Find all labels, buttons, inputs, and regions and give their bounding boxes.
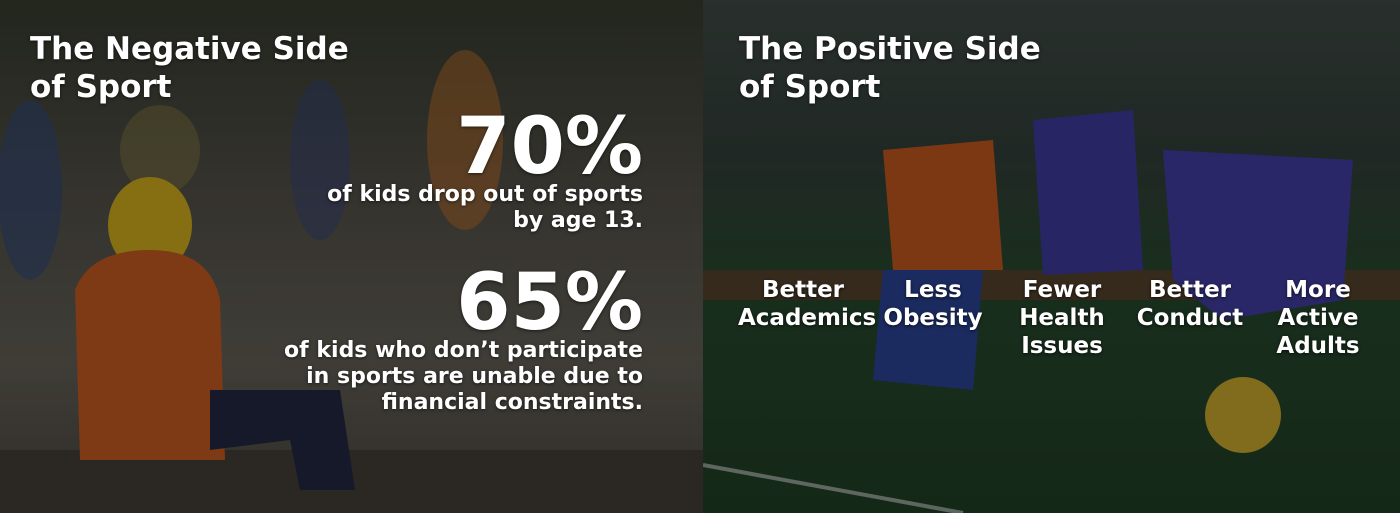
plus-bar (901, 200, 965, 216)
stat-line: of kids who don’t participate (284, 338, 643, 363)
overlay (0, 0, 703, 513)
title-line: The Negative Side (30, 31, 349, 67)
benefit-line: Active (1277, 305, 1359, 331)
plus-bar (1158, 200, 1222, 216)
jacket (75, 250, 225, 460)
blue-jersey (1163, 150, 1353, 320)
background-figure (290, 80, 350, 240)
benefit-line: Issues (1021, 333, 1103, 359)
title-line: of Sport (739, 69, 881, 105)
benefit: Less Obesity (868, 200, 998, 332)
benefit-line: Fewer (1022, 277, 1102, 303)
plus-icon (771, 200, 835, 264)
benefit-line: Better (761, 277, 845, 303)
stat-text: of kids who don’t participate in sports a… (284, 338, 643, 416)
negative-photo (0, 0, 703, 513)
title-line: of Sport (30, 69, 172, 105)
stat-line: by age 13. (513, 208, 643, 233)
stat-text: of kids drop out of sports by age 13. (327, 182, 643, 234)
stat: 65% of kids who don’t participate in sport… (284, 258, 643, 416)
plus-bar (1030, 200, 1094, 216)
jeans (210, 390, 355, 490)
positive-panel: The Positive Side of Sport Better Academic… (703, 0, 1400, 513)
plus-icon (1158, 200, 1222, 264)
benefit: Fewer Health Issues (997, 200, 1127, 360)
benefit: More Active Adults (1253, 200, 1383, 360)
stat-figure: 70% (456, 102, 643, 192)
benefit-line: Less (904, 277, 962, 303)
stat: 70% of kids drop out of sports by age 13. (327, 102, 643, 234)
hood (108, 177, 192, 273)
title-line: The Positive Side (739, 31, 1041, 67)
benefit-label: Fewer Health Issues (997, 276, 1127, 360)
negative-panel: The Negative Side of Sport 70% of kids dro… (0, 0, 703, 513)
positive-title: The Positive Side of Sport (739, 30, 1041, 106)
benefit-label: More Active Adults (1253, 276, 1383, 360)
plus-bar (1030, 216, 1046, 280)
ball (1205, 377, 1281, 453)
benefit-label: Better Academics (738, 276, 877, 332)
plus-bar (771, 216, 787, 280)
stat-figure: 65% (456, 258, 643, 348)
field-line (703, 463, 964, 513)
overlay (703, 0, 1400, 513)
background-figure (0, 100, 62, 280)
orange-jersey (883, 140, 1003, 270)
plus-icon (1030, 200, 1094, 264)
background-figure (427, 50, 503, 230)
positive-photo (703, 0, 1400, 513)
plus-bar (1286, 216, 1302, 280)
benefit-line: Academics (738, 305, 877, 331)
plus-bar (1158, 216, 1174, 280)
benefit: Better Conduct (1125, 200, 1255, 332)
plus-bar (771, 200, 835, 216)
benefit-label: Less Obesity (868, 276, 998, 332)
benefit-line: Health (1019, 305, 1105, 331)
negative-title: The Negative Side of Sport (30, 30, 349, 106)
benefit-line: Obesity (883, 305, 983, 331)
plus-icon (901, 200, 965, 264)
benefit: Better Academics (738, 200, 877, 332)
benefit-label: Better Conduct (1125, 276, 1255, 332)
blue-jersey (1033, 110, 1143, 275)
benefit-line: Conduct (1136, 305, 1244, 331)
shorts (873, 270, 983, 390)
stat-line: financial constraints. (381, 390, 643, 415)
benefit-line: More (1285, 277, 1351, 303)
benefit-line: Adults (1276, 333, 1360, 359)
background-figure (120, 105, 200, 195)
benefit-line: Better (1148, 277, 1232, 303)
stat-line: in sports are unable due to (306, 364, 643, 389)
stat-line: of kids drop out of sports (327, 182, 643, 207)
plus-icon (1286, 200, 1350, 264)
plus-bar (1286, 200, 1350, 216)
plus-bar (901, 216, 917, 280)
